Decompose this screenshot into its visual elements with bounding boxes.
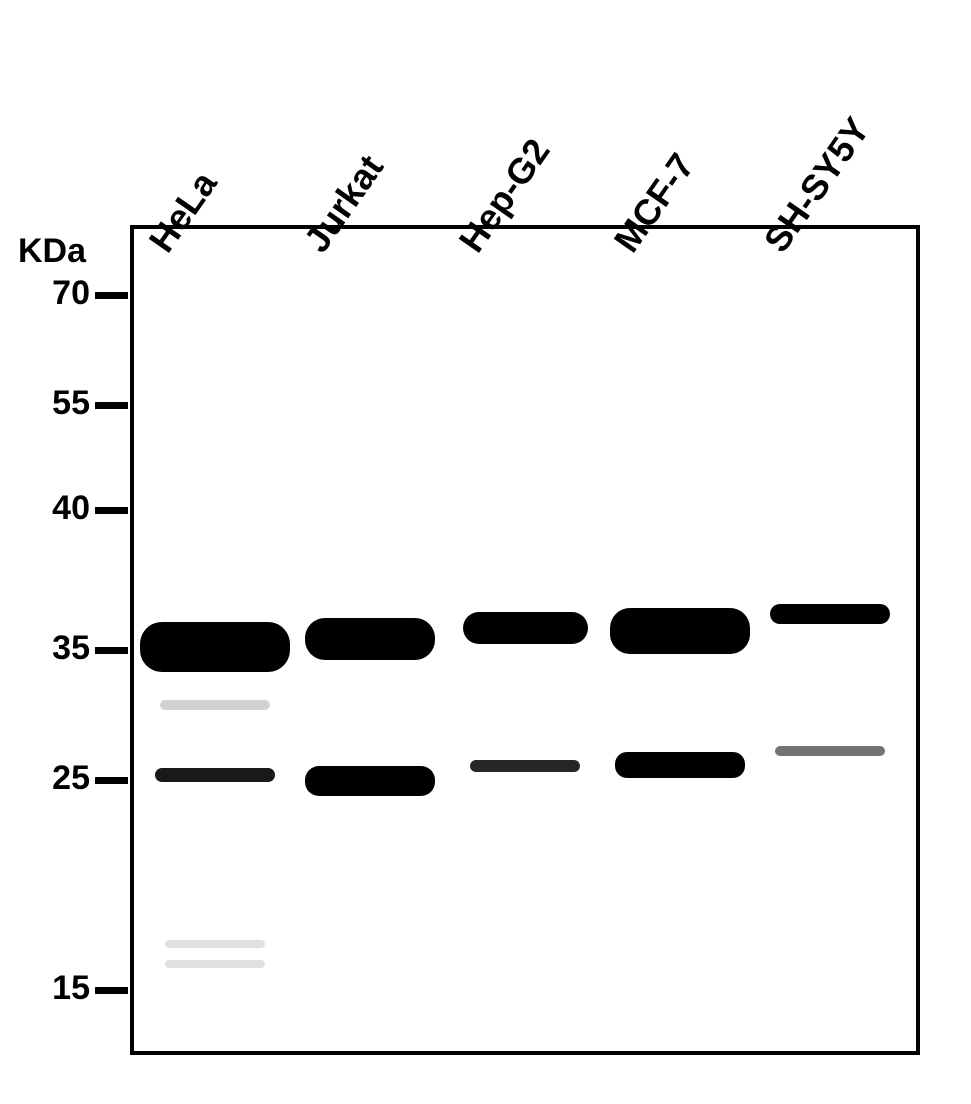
band-hela-faint-2 — [165, 960, 265, 968]
band-jurkat-35kda — [305, 618, 435, 660]
band-hep-g2-35kda — [463, 612, 588, 644]
mw-label-40: 40 — [0, 489, 90, 528]
band-mcf-7-35kda — [610, 608, 750, 654]
mw-tick-70 — [95, 292, 128, 299]
mw-tick-55 — [95, 402, 128, 409]
mw-label-35: 35 — [0, 629, 90, 668]
band-hep-g2-25kda — [470, 760, 580, 772]
mw-tick-15 — [95, 987, 128, 994]
band-hela-25kda — [155, 768, 275, 782]
mw-label-15: 15 — [0, 969, 90, 1008]
mw-label-25: 25 — [0, 759, 90, 798]
mw-label-55: 55 — [0, 384, 90, 423]
band-hela-faint-0 — [160, 700, 270, 710]
band-sh-sy5y-35kda — [770, 604, 890, 624]
mw-tick-35 — [95, 647, 128, 654]
mw-tick-40 — [95, 507, 128, 514]
band-sh-sy5y-25kda — [775, 746, 885, 756]
band-mcf-7-25kda — [615, 752, 745, 778]
mw-tick-25 — [95, 777, 128, 784]
mw-label-70: 70 — [0, 274, 90, 313]
band-hela-35kda — [140, 622, 290, 672]
band-hela-faint-1 — [165, 940, 265, 948]
western-blot-figure: KDa 705540352515HeLaJurkatHep-G2MCF-7SH-… — [0, 0, 971, 1104]
axis-unit-label: KDa — [18, 232, 86, 271]
band-jurkat-25kda — [305, 766, 435, 796]
